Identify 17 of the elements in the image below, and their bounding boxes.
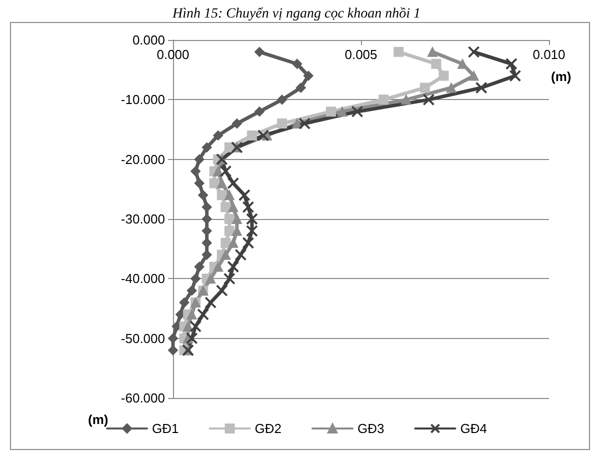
y-axis-title: (m) bbox=[88, 412, 108, 427]
legend-label: GĐ1 bbox=[152, 421, 179, 436]
x-axis-title: (m) bbox=[551, 69, 572, 84]
y-tick-label: -60.000 bbox=[120, 390, 165, 406]
x-tick-label: 0.000 bbox=[156, 47, 190, 62]
y-tick-label: 0.000 bbox=[132, 32, 165, 48]
y-tick-label: -40.000 bbox=[120, 271, 165, 286]
y-tick-label: -50.000 bbox=[120, 330, 165, 346]
chart-title: Hình 15: Chuyển vị ngang cọc khoan nhồi 1 bbox=[171, 6, 421, 22]
legend-label: GĐ2 bbox=[254, 421, 282, 436]
x-tick-label: 0.010 bbox=[532, 47, 566, 62]
legend-label: GĐ3 bbox=[358, 421, 384, 436]
legend-label: GĐ4 bbox=[460, 421, 487, 436]
y-tick-label: -10.000 bbox=[120, 92, 165, 108]
x-tick-label: 0.005 bbox=[344, 47, 378, 62]
y-tick-label: -30.000 bbox=[120, 212, 165, 226]
y-tick-label: -20.000 bbox=[120, 152, 165, 167]
